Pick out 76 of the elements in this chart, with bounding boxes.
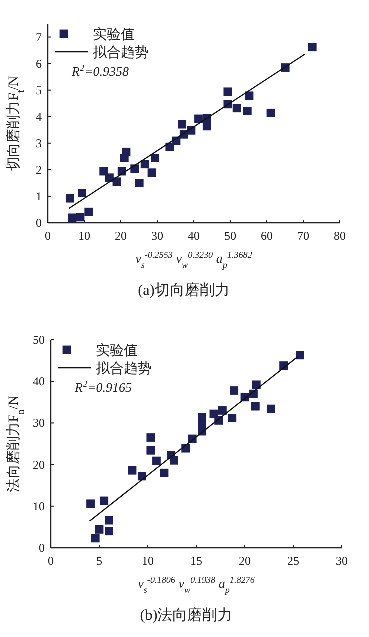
y-tick-label: 10 <box>33 499 45 514</box>
y-tick-label: 30 <box>33 416 45 430</box>
point <box>218 406 227 415</box>
x-tick-label: 70 <box>298 229 310 243</box>
y-tick-label: 2 <box>36 162 42 177</box>
point <box>160 468 169 478</box>
point <box>86 500 95 508</box>
text: (b)法向磨削力 <box>140 607 233 624</box>
legend-label: 实验值 <box>96 343 138 359</box>
point <box>146 434 156 442</box>
x-tick-label: 30 <box>152 229 164 243</box>
y-tick-label: 50 <box>33 333 45 347</box>
x-tick-label: 80 <box>334 229 346 243</box>
y-tick-label: 0 <box>39 541 45 555</box>
point <box>296 351 304 360</box>
point <box>76 213 85 222</box>
point <box>105 516 114 525</box>
point <box>105 527 114 536</box>
point <box>251 402 260 411</box>
annotation: R$^{2}$=0.9165 <box>74 379 133 395</box>
point <box>66 194 74 203</box>
y-tick-label: 6 <box>36 56 42 71</box>
x-tick-label: 10 <box>78 229 90 243</box>
point <box>170 456 178 465</box>
y-tick-label: 1 <box>36 189 42 204</box>
point <box>151 154 160 162</box>
legend-label: 实验值 <box>93 27 135 43</box>
point <box>84 208 94 216</box>
text: (a)切向磨削力 <box>138 282 230 299</box>
point <box>78 189 87 198</box>
point <box>266 108 276 118</box>
point <box>228 414 237 422</box>
point <box>95 525 104 534</box>
point <box>243 107 252 116</box>
y-tick-label: 4 <box>36 110 42 124</box>
point <box>68 214 77 222</box>
point <box>245 92 254 100</box>
point <box>122 148 131 156</box>
x-tick-label: 10 <box>142 554 154 568</box>
x-tick-label: 5 <box>96 554 102 568</box>
point <box>230 386 239 395</box>
x-tick-label: 20 <box>115 229 127 243</box>
x-tick-label: 20 <box>239 554 251 568</box>
y-tick-label: 40 <box>33 374 45 389</box>
x-tick-label: 50 <box>224 229 236 243</box>
point <box>152 456 161 466</box>
y-tick-label: 0 <box>36 216 42 230</box>
point <box>198 413 207 422</box>
annotation: R$^{2}$=0.9358 <box>71 63 130 79</box>
point <box>128 466 137 475</box>
point <box>146 446 156 455</box>
legend-label: 拟合趋势 <box>96 361 152 377</box>
point <box>91 534 100 543</box>
point <box>224 88 232 96</box>
y-tick-label: 5 <box>36 83 42 98</box>
point <box>140 160 150 169</box>
point <box>232 104 242 113</box>
point <box>135 179 144 188</box>
x-tick-label: 30 <box>336 554 348 568</box>
point <box>202 122 212 131</box>
point <box>194 114 203 124</box>
y-tick-label: 20 <box>33 458 45 472</box>
point <box>148 168 156 178</box>
point <box>266 404 276 414</box>
x-tick-label: 0 <box>48 554 54 568</box>
x-tick-label: 40 <box>188 229 200 243</box>
point <box>100 496 109 506</box>
point <box>252 380 261 390</box>
x-tick-label: 60 <box>261 229 273 243</box>
x-tick-label: 15 <box>190 554 202 568</box>
point <box>308 43 317 52</box>
x-tick-label: 25 <box>288 554 300 568</box>
y-tick-label: 7 <box>36 30 42 44</box>
y-tick-label: 3 <box>36 136 42 150</box>
point <box>178 120 187 129</box>
legend-label: 拟合趋势 <box>93 45 149 61</box>
